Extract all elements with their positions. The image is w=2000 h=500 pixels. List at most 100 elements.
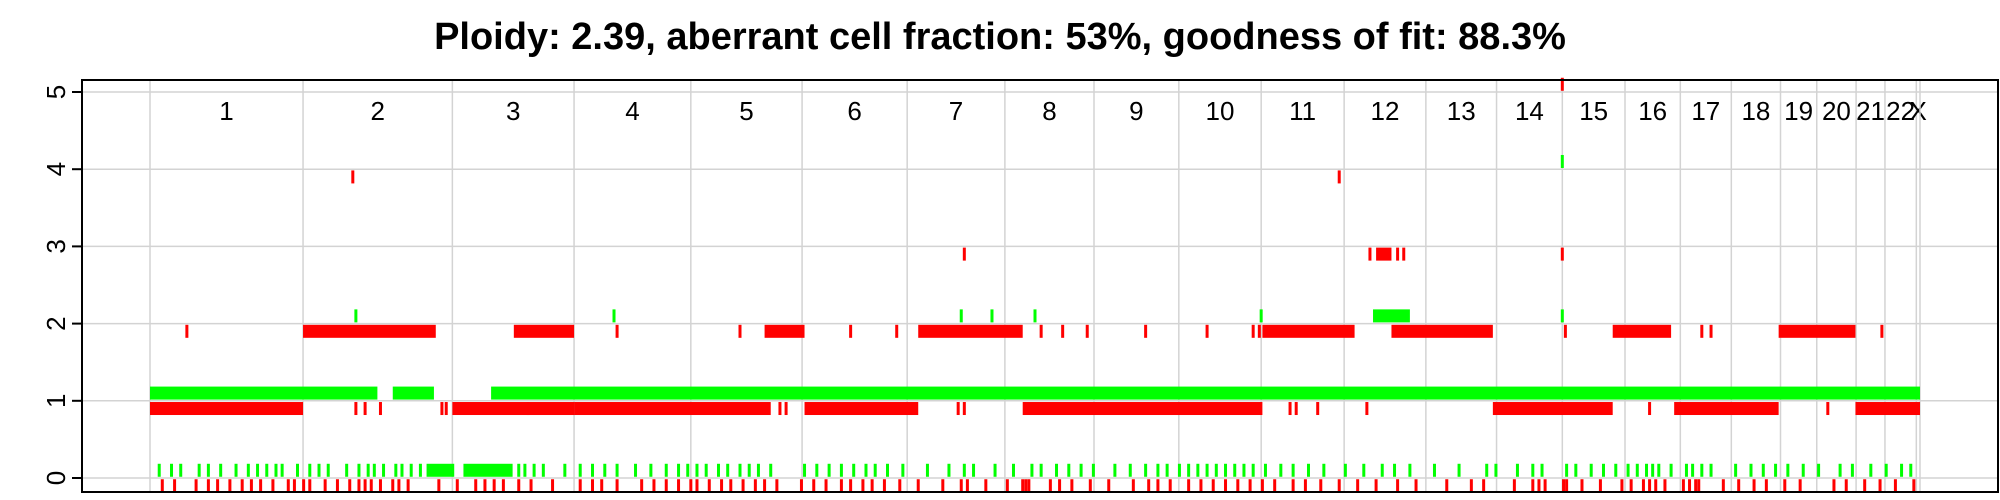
zero-tick-red [1737, 479, 1741, 493]
zero-tick-red [216, 479, 220, 493]
zero-tick-red [378, 479, 382, 493]
zero-tick-red [640, 479, 644, 493]
zero-tick-green [1709, 463, 1713, 477]
zero-tick-red [391, 479, 395, 493]
zero-tick-green [1039, 463, 1043, 477]
zero-tick-green [1734, 463, 1738, 477]
zero-tick-green [1515, 463, 1519, 477]
zero-tick-red [799, 479, 803, 493]
zero-tick-green [864, 463, 868, 477]
chromosome-label: X [1909, 96, 1926, 126]
zero-tick-red [1374, 479, 1378, 493]
zero-tick-green [157, 463, 161, 477]
zero-tick-green [1691, 463, 1695, 477]
zero-tick-green [1144, 463, 1148, 477]
chart-title: Ploidy: 2.39, aberrant cell fraction: 53… [434, 16, 1566, 58]
point-green [1033, 309, 1037, 323]
zero-tick-green [296, 463, 299, 477]
point-red [1880, 324, 1884, 338]
zero-tick-red [1248, 479, 1252, 493]
zero-tick-green [366, 463, 370, 477]
point-red [615, 324, 619, 338]
segment-green [426, 463, 455, 477]
zero-tick-red [1070, 479, 1074, 493]
chromosome-label: 1 [219, 96, 233, 126]
zero-tick-red [455, 479, 459, 493]
zero-tick-green [563, 463, 567, 477]
point-green [1259, 309, 1263, 323]
zero-tick-red [1783, 479, 1787, 493]
zero-tick-green [1128, 463, 1132, 477]
chromosome-label: 19 [1784, 96, 1813, 126]
zero-tick-green [972, 463, 976, 477]
zero-tick-red [1107, 479, 1111, 493]
zero-tick-red [160, 479, 164, 493]
zero-tick-green [1242, 463, 1246, 477]
point-red [1396, 247, 1400, 261]
zero-tick-red [1156, 479, 1160, 493]
point-red [1316, 402, 1320, 416]
zero-tick-green [1393, 463, 1397, 477]
zero-tick-red [369, 479, 373, 493]
zero-tick-green [1614, 463, 1618, 477]
zero-tick-green [1156, 463, 1160, 477]
zero-tick-red [1187, 479, 1191, 493]
segment-red [1376, 247, 1392, 261]
zero-tick-red [206, 479, 210, 493]
zero-tick-red [898, 479, 902, 493]
zero-tick-green [1601, 463, 1605, 477]
point-red [1368, 247, 1372, 261]
chromosome-label: 14 [1515, 96, 1544, 126]
zero-tick-green [280, 463, 284, 477]
chromosome-label: 4 [625, 96, 639, 126]
segment-red [513, 324, 575, 338]
zero-tick-red [729, 479, 733, 493]
point-red [1560, 247, 1564, 261]
zero-tick-red [1168, 479, 1172, 493]
zero-tick-green [1909, 463, 1913, 477]
zero-tick-red [839, 479, 843, 493]
zero-tick-red [363, 479, 367, 493]
zero-tick-green [409, 463, 413, 477]
zero-tick-red [357, 479, 361, 493]
zero-tick-green [265, 463, 269, 477]
point-red [526, 402, 530, 416]
zero-tick-green [1565, 463, 1569, 477]
zero-tick-green [1657, 463, 1661, 477]
point-green [990, 309, 994, 323]
zero-tick-red [1537, 479, 1541, 493]
zero-tick-green [541, 463, 545, 477]
point-green [959, 309, 963, 323]
y-tick-label: 2 [41, 316, 71, 330]
point-red [185, 324, 189, 338]
zero-tick-green [1233, 463, 1237, 477]
zero-tick-red [775, 479, 779, 493]
zero-tick-red [689, 479, 693, 493]
zero-tick-green [815, 463, 819, 477]
chromosome-label: 16 [1638, 96, 1667, 126]
zero-tick-green [1574, 463, 1578, 477]
zero-tick-red [1531, 479, 1535, 493]
zero-tick-red [849, 479, 853, 493]
zero-tick-red [870, 479, 874, 493]
zero-tick-red [763, 479, 767, 493]
zero-tick-green [716, 463, 720, 477]
segment-red [1855, 402, 1920, 416]
zero-tick-green [591, 463, 594, 477]
zero-tick-green [170, 463, 174, 477]
zero-tick-green [1251, 463, 1255, 477]
zero-tick-red [615, 479, 619, 493]
zero-tick-red [741, 479, 745, 493]
zero-tick-green [615, 463, 619, 477]
zero-tick-green [769, 463, 773, 477]
point-green [1560, 309, 1564, 323]
zero-tick-red [1912, 479, 1916, 493]
chromosome-label: 17 [1691, 96, 1720, 126]
zero-tick-red [941, 479, 945, 493]
y-tick-label: 5 [41, 85, 71, 99]
zero-tick-green [1205, 463, 1209, 477]
zero-tick-green [1187, 463, 1191, 477]
zero-tick-red [984, 479, 988, 493]
zero-tick-red [286, 479, 290, 493]
point-red [962, 402, 966, 416]
